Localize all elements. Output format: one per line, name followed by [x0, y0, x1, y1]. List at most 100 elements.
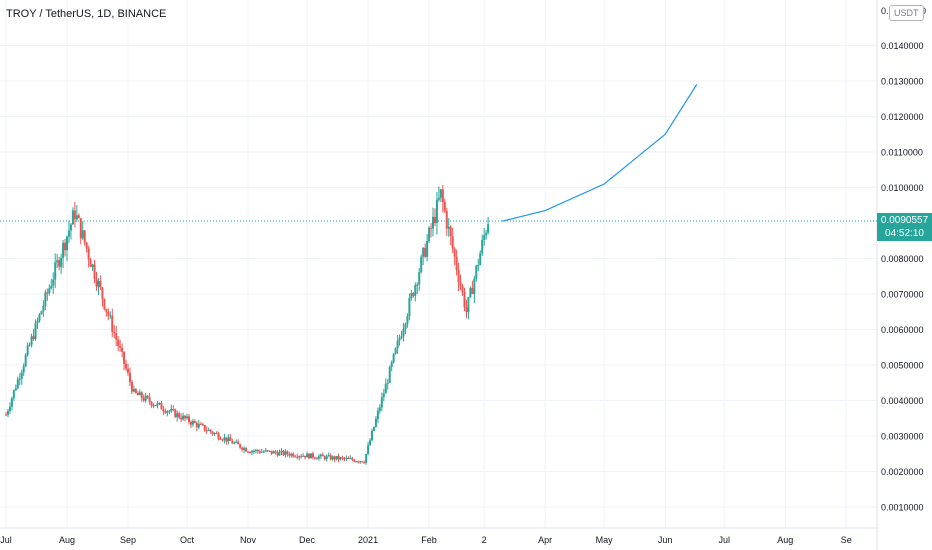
candle-body: [221, 439, 224, 441]
y-tick-label: 0.0110000: [881, 148, 923, 158]
candle-body: [146, 395, 149, 398]
candle-body: [121, 347, 124, 352]
candle-body: [290, 453, 293, 456]
candle-body: [376, 410, 379, 419]
candle-body: [203, 425, 206, 431]
candle-body: [109, 315, 112, 317]
candle-body: [81, 230, 84, 239]
candle-body: [111, 315, 114, 332]
candle-body: [369, 440, 372, 446]
x-tick-label: Apr: [538, 535, 552, 545]
candle-body: [164, 411, 167, 413]
candle-body: [166, 411, 169, 413]
candle-body: [180, 417, 183, 420]
candle-body: [479, 253, 482, 265]
y-tick-label: 0.0030000: [881, 432, 924, 442]
candle-body: [260, 451, 263, 453]
candle-body: [174, 409, 177, 418]
candle-body: [34, 323, 37, 340]
y-tick-label: 0.0020000: [881, 467, 924, 477]
candle-body: [119, 346, 122, 348]
projection-curve: [501, 84, 698, 222]
candle-body: [154, 405, 157, 407]
candle-body: [195, 422, 198, 428]
candle-body: [50, 285, 53, 289]
candle-body: [268, 450, 271, 452]
candle-body: [433, 216, 436, 223]
candle-body: [288, 454, 291, 456]
candle-body: [64, 242, 67, 251]
candle-body: [317, 456, 320, 459]
candle-body: [361, 461, 364, 463]
candle-body: [282, 450, 285, 455]
candle-body: [276, 452, 279, 456]
x-tick-label: Oct: [180, 535, 195, 545]
currency-unit-badge[interactable]: USDT: [889, 5, 924, 21]
x-tick-label: May: [596, 535, 614, 545]
candle-body: [404, 324, 407, 330]
candle-body: [213, 433, 216, 435]
candle-body: [73, 210, 76, 220]
x-tick-label: Jul: [0, 535, 12, 545]
candle-body: [374, 418, 377, 427]
candle-body: [144, 395, 147, 401]
candle-body: [384, 383, 387, 394]
candle-body: [465, 307, 468, 313]
x-tick-label: 2: [482, 535, 487, 545]
candle-body: [20, 372, 23, 379]
candle-body: [485, 232, 488, 236]
candle-body: [69, 224, 72, 231]
candle-body: [420, 256, 423, 273]
candle-body: [372, 426, 375, 431]
candle-body: [22, 366, 25, 373]
candle-body: [182, 415, 185, 420]
candle-body: [266, 450, 269, 452]
candle-body: [168, 411, 171, 413]
candle-body: [103, 298, 106, 309]
candle-body: [463, 291, 466, 308]
candle-body: [189, 422, 192, 425]
candle-body: [162, 409, 165, 412]
x-tick-label: Aug: [59, 535, 75, 545]
candle-body: [186, 416, 189, 419]
candle-body: [392, 353, 395, 363]
candle-body: [199, 423, 202, 425]
candle-body: [487, 224, 490, 233]
candle-body: [412, 293, 415, 296]
candle-body: [132, 389, 135, 392]
candle-body: [93, 264, 96, 280]
y-tick-label: 0.0130000: [881, 77, 924, 87]
candle-body: [396, 340, 399, 349]
candle-body: [457, 270, 460, 283]
candle-body: [30, 336, 33, 345]
candle-body: [406, 315, 409, 325]
candle-body: [83, 230, 86, 243]
candle-body: [390, 362, 393, 368]
candle-body: [229, 437, 232, 441]
y-tick-label: 0.0070000: [881, 290, 924, 300]
candle-body: [12, 390, 15, 399]
candle-body: [249, 452, 251, 454]
candle-body: [243, 448, 246, 450]
y-tick-label: 0.0140000: [881, 41, 924, 51]
candle-body: [435, 199, 438, 223]
candle-body: [469, 287, 472, 298]
candle-body: [66, 236, 68, 251]
candle-body: [44, 292, 47, 307]
candle-body: [353, 459, 356, 462]
candle-body: [459, 282, 462, 287]
candle-body: [95, 279, 98, 287]
candle-body: [437, 197, 440, 200]
candle-body: [219, 438, 222, 440]
candle-body: [56, 260, 59, 263]
candle-body: [87, 248, 90, 260]
candle-body: [325, 456, 328, 460]
candle-body: [274, 451, 277, 453]
candle-body: [280, 450, 283, 453]
x-tick-label: 2021: [358, 535, 378, 545]
candle-body: [331, 456, 334, 460]
candle-body: [453, 248, 456, 257]
candle-body: [40, 311, 43, 315]
candle-body: [97, 281, 100, 287]
